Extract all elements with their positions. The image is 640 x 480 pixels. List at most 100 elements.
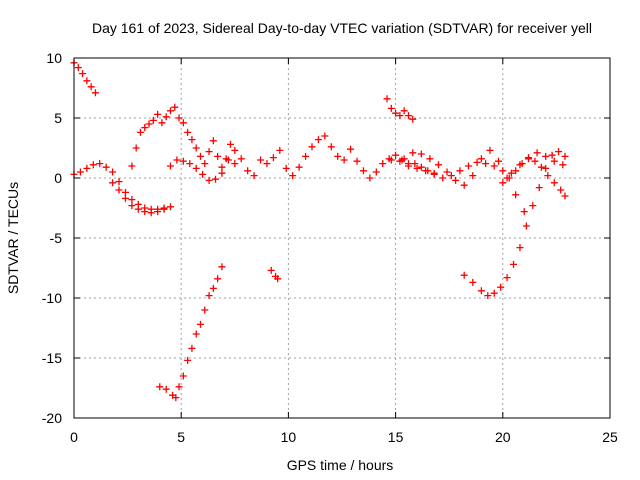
x-tick-label: 25 [602, 429, 618, 445]
data-point [154, 208, 162, 216]
data-point [276, 146, 284, 154]
series-drop-to-minimum [156, 263, 226, 402]
data-point [179, 157, 187, 165]
data-point [499, 167, 507, 175]
data-point [531, 157, 539, 165]
data-point [109, 168, 117, 176]
data-point [218, 263, 226, 271]
y-axis-label: SDTVAR / TECUs [5, 182, 21, 294]
data-point [121, 188, 129, 196]
data-point [400, 107, 408, 115]
data-point [334, 152, 342, 160]
data-point [224, 156, 232, 164]
grid-lines [74, 58, 610, 418]
data-point [257, 156, 265, 164]
series-early-decay [70, 59, 99, 97]
data-point [209, 284, 217, 292]
data-point [550, 179, 558, 187]
data-point [128, 202, 136, 210]
series-late-band-a [387, 149, 567, 182]
y-tick-label: -20 [42, 410, 62, 426]
series-recovery-curve [460, 148, 569, 300]
data-point [490, 289, 498, 297]
data-point [196, 320, 204, 328]
data-point [173, 156, 181, 164]
data-point [214, 152, 222, 160]
data-point [409, 115, 417, 123]
data-point [555, 148, 563, 156]
data-point [434, 161, 442, 169]
data-point [156, 383, 164, 391]
series-lower-trend [109, 179, 168, 217]
data-point [477, 287, 485, 295]
data-point [422, 167, 430, 175]
data-point [542, 164, 550, 172]
data-point [87, 83, 95, 91]
data-point [314, 136, 322, 144]
data-point [171, 103, 179, 111]
data-point [404, 160, 412, 168]
data-point [372, 168, 380, 176]
data-point [79, 70, 87, 78]
data-point [74, 64, 82, 72]
data-point [244, 167, 252, 175]
data-point [184, 128, 192, 136]
data-point [96, 160, 104, 168]
data-point [473, 158, 481, 166]
data-point [417, 150, 425, 158]
data-point [192, 330, 200, 338]
data-point [128, 196, 136, 204]
data-point [497, 283, 505, 291]
data-point [537, 163, 545, 171]
y-tick-labels: 10 5 0 -5 -10 -15 -20 [42, 50, 62, 426]
data-point [147, 209, 155, 217]
data-point [512, 167, 520, 175]
data-point [447, 172, 455, 180]
series-morning-spikes [128, 103, 239, 171]
data-point [109, 179, 117, 187]
data-point [443, 168, 451, 176]
data-point [166, 162, 174, 170]
data-point [166, 107, 174, 115]
data-point [417, 163, 425, 171]
data-point [426, 155, 434, 163]
data-point [295, 163, 303, 171]
data-point [396, 112, 404, 120]
data-point [413, 164, 421, 172]
x-tick-label: 15 [388, 429, 404, 445]
data-point [149, 116, 157, 124]
data-point [542, 152, 550, 160]
data-point [196, 152, 204, 160]
data-point [199, 170, 207, 178]
data-point [201, 160, 209, 168]
data-point [134, 205, 142, 213]
data-point [456, 167, 464, 175]
chart-title: Day 161 of 2023, Sidereal Day-to-day VTE… [92, 20, 592, 36]
data-point [136, 128, 144, 136]
data-point [321, 132, 329, 140]
data-point [430, 170, 438, 178]
data-point [452, 176, 460, 184]
data-point [409, 149, 417, 157]
data-point [201, 306, 209, 314]
data-point [535, 184, 543, 192]
data-point [392, 151, 400, 159]
data-point [160, 205, 168, 213]
data-point [522, 222, 530, 230]
data-point [464, 162, 472, 170]
data-point [557, 186, 565, 194]
data-point [308, 143, 316, 151]
data-point [561, 152, 569, 160]
x-tick-labels: 0 5 10 15 20 25 [70, 429, 618, 445]
data-point [302, 152, 310, 160]
data-point [289, 172, 297, 180]
data-point [396, 157, 404, 165]
data-point [499, 179, 507, 187]
plot-frame [73, 57, 611, 419]
data-point [484, 292, 492, 300]
data-point [115, 178, 123, 186]
data-point [115, 186, 123, 194]
data-point [179, 372, 187, 380]
data-point [192, 144, 200, 152]
data-point [510, 260, 518, 268]
